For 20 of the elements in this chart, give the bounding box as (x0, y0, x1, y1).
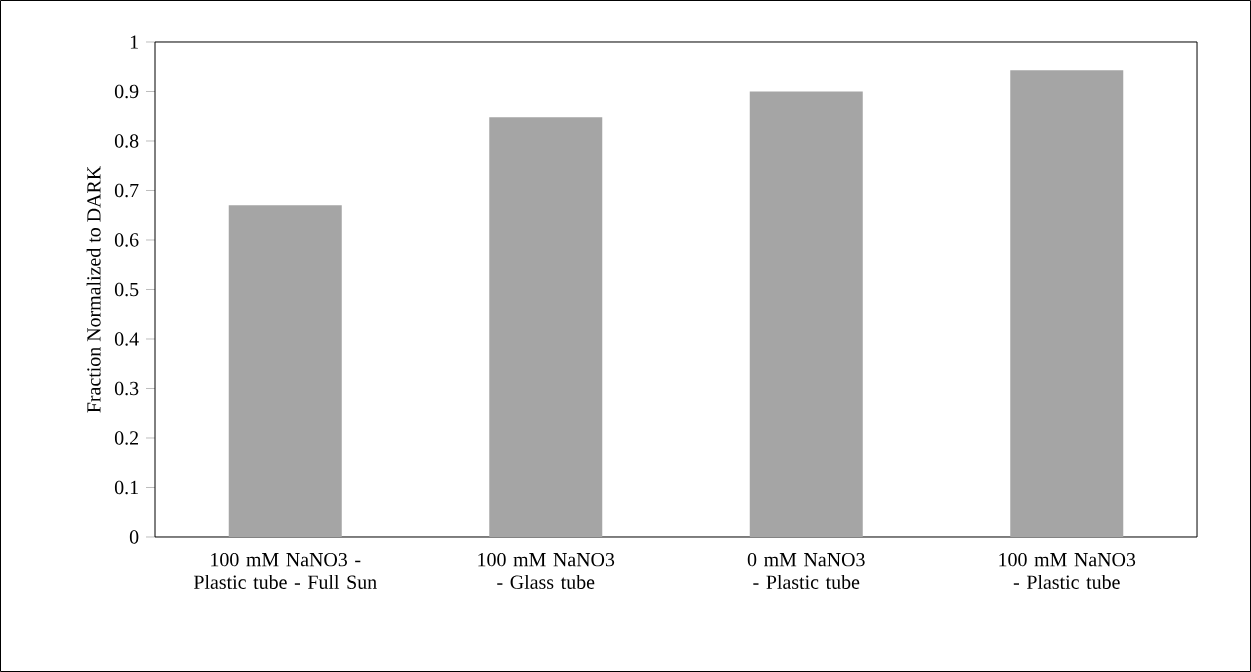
y-tick-label: 0.4 (114, 332, 139, 346)
x-tick-label: 100 mM NaNO3 - Plastic tube - Full Sun (193, 552, 377, 589)
bar (228, 205, 342, 537)
y-tick-label: 0.1 (114, 480, 138, 495)
y-tick-label: 0.3 (114, 381, 139, 396)
y-tick-label: 0.8 (114, 134, 139, 148)
x-tick-label: 100 mM NaNO3 - Glass tube (478, 552, 615, 589)
bar (1010, 70, 1124, 537)
y-axis-title: Fraction Normalized to DARK (86, 166, 101, 413)
x-tick-label: 100 mM NaNO3 - Plastic tube (999, 552, 1136, 589)
y-tick-label: 0.9 (114, 84, 139, 99)
y-tick-label: 0.2 (114, 431, 138, 445)
y-tick-label: 0.6 (114, 233, 139, 247)
y-tick-label: 0.5 (114, 282, 139, 297)
y-tick-label: 0.7 (114, 183, 139, 198)
y-tick-label: 0 (129, 530, 139, 544)
x-tick-label: 0 mM NaNO3 - Plastic tube (747, 552, 865, 589)
bar (749, 91, 863, 537)
bar (489, 117, 603, 537)
y-tick-label: 1 (130, 35, 138, 49)
